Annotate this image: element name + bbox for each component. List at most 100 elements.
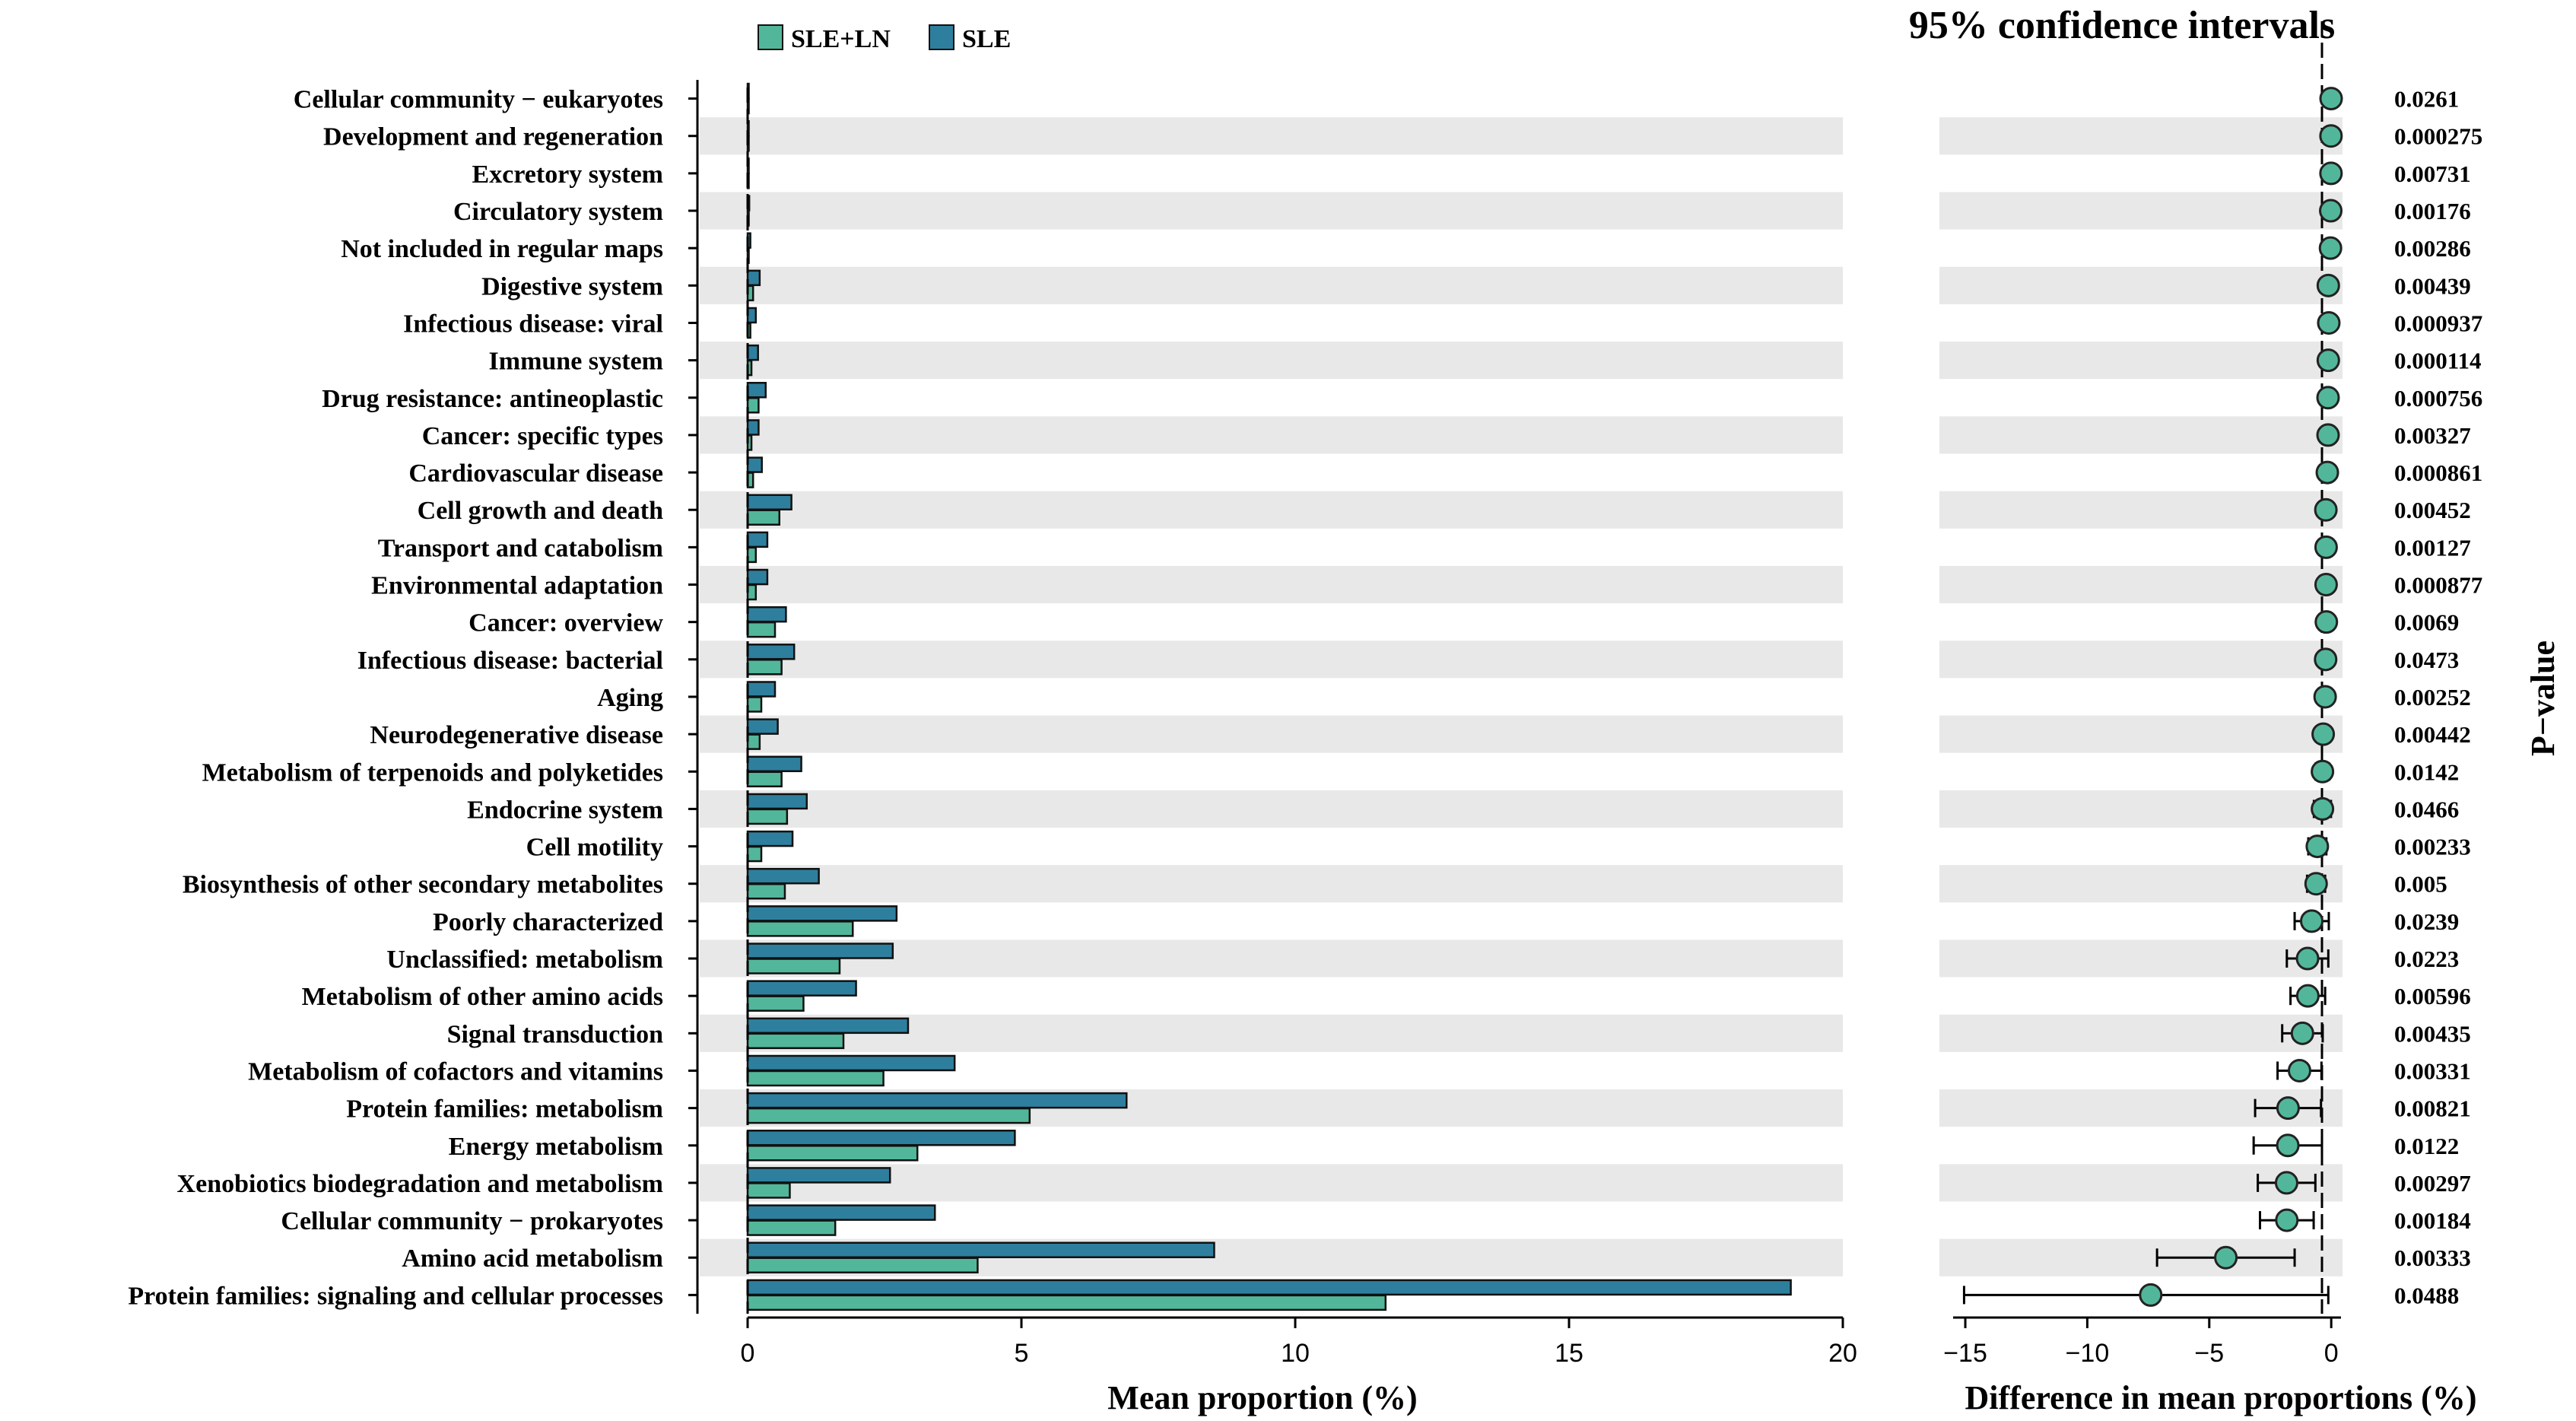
- p-value-axis-title: P−value: [2524, 641, 2562, 756]
- p-value-label: 0.0488: [2394, 1282, 2459, 1308]
- row-stripe: [700, 491, 1843, 529]
- x-tick-label: 15: [1555, 1339, 1583, 1368]
- p-value-label: 0.000756: [2394, 385, 2482, 412]
- p-value-label: 0.000861: [2394, 459, 2482, 486]
- category-label: Aging: [597, 684, 663, 712]
- row-stripe: [700, 416, 1843, 454]
- bar-sle: [746, 943, 894, 959]
- p-value-label: 0.000114: [2394, 348, 2482, 374]
- ci-point: [2318, 236, 2343, 260]
- p-value-label: 0.00286: [2394, 235, 2471, 262]
- p-value-label: 0.00327: [2394, 422, 2471, 449]
- ci-point: [2311, 759, 2335, 784]
- category-label: Biosynthesis of other secondary metaboli…: [183, 871, 663, 899]
- bar-sle-ln: [746, 1219, 837, 1236]
- ci-point: [2290, 1021, 2314, 1045]
- row-stripe: [1939, 342, 2343, 380]
- row-stripe: [1939, 491, 2343, 529]
- bar-sle: [746, 1204, 936, 1221]
- legend-label-sle: SLE: [962, 25, 1011, 53]
- p-value-label: 0.000877: [2394, 572, 2482, 599]
- bar-sle-ln: [746, 1107, 1031, 1124]
- category-label: Cancer: overview: [469, 609, 663, 637]
- bar-sle-ln: [746, 845, 763, 863]
- p-value-label: 0.0069: [2394, 609, 2459, 636]
- ci-point: [2314, 647, 2338, 672]
- p-value-label: 0.005: [2394, 871, 2447, 898]
- bar-sle-ln: [746, 995, 805, 1012]
- row-stripe: [700, 641, 1843, 679]
- bar-sle-ln: [746, 808, 789, 825]
- category-label: Circulatory system: [453, 198, 663, 226]
- bar-sle-ln: [746, 733, 761, 750]
- category-label: Not included in regular maps: [341, 235, 663, 263]
- category-label: Energy metabolism: [449, 1133, 663, 1161]
- row-stripe: [1939, 1014, 2343, 1052]
- bar-sle: [746, 681, 777, 698]
- ci-point: [2295, 946, 2320, 971]
- category-label: Infectious disease: bacterial: [357, 647, 663, 675]
- ci-point: [2319, 161, 2343, 186]
- bar-sle: [746, 1130, 1016, 1146]
- p-value-label: 0.00331: [2394, 1057, 2471, 1084]
- category-label: Metabolism of cofactors and vitamins: [248, 1057, 663, 1086]
- bar-sle-ln: [746, 621, 777, 638]
- row-stripe: [700, 342, 1843, 380]
- p-value-label: 0.0223: [2394, 946, 2459, 972]
- bar-sle-ln: [746, 583, 758, 601]
- bar-sle-ln: [746, 1032, 845, 1050]
- bar-sle-ln: [746, 696, 763, 713]
- right-x-ticks: −15 −10 −5 0: [1943, 1318, 2339, 1368]
- right-x-axis-title: Difference in mean proportions (%): [1965, 1379, 2477, 1416]
- bar-sle-ln: [746, 771, 783, 788]
- category-label: Amino acid metabolism: [402, 1245, 663, 1273]
- bar-sle: [746, 980, 857, 997]
- category-label: Cancer: specific types: [422, 422, 663, 450]
- ci-marks: [1962, 87, 2343, 1307]
- ci-point: [2311, 796, 2335, 821]
- category-label: Signal transduction: [447, 1020, 663, 1048]
- category-label: Immune system: [489, 348, 663, 376]
- bar-sle-ln: [746, 1145, 919, 1162]
- row-stripe: [700, 266, 1843, 304]
- bar-sle: [746, 793, 808, 810]
- bar-sle-ln: [746, 1070, 885, 1087]
- ci-point: [2214, 1245, 2238, 1270]
- bar-sle-ln: [746, 546, 758, 564]
- legend-label-sle-ln: SLE+LN: [791, 25, 891, 53]
- category-label: Environmental adaptation: [371, 572, 663, 600]
- p-value-label: 0.00252: [2394, 684, 2471, 710]
- ci-point: [2287, 1058, 2311, 1082]
- ci-point: [2316, 386, 2340, 410]
- row-stripe: [700, 865, 1843, 903]
- ci-point: [2305, 834, 2330, 859]
- x-tick-label: 5: [1015, 1339, 1029, 1368]
- category-label: Drug resistance: antineoplastic: [322, 385, 663, 413]
- category-label: Metabolism of other amino acids: [302, 983, 663, 1011]
- ci-point: [2315, 460, 2339, 485]
- bar-sle: [746, 344, 759, 361]
- legend-swatch-sle-ln: [758, 24, 783, 50]
- bar-sle: [746, 531, 769, 548]
- row-stripe: [700, 565, 1843, 604]
- bar-sle: [746, 1241, 1215, 1258]
- row-stripes-right: [1939, 117, 2343, 1276]
- ci-point: [2319, 87, 2343, 111]
- p-value-label: 0.00731: [2394, 161, 2471, 187]
- ci-panel-title: 95% confidence intervals: [1909, 4, 2335, 47]
- ci-point: [2311, 722, 2336, 746]
- ci-point: [2314, 535, 2338, 559]
- bar-sle-ln: [746, 882, 786, 900]
- ci-x-tick-label: −15: [1943, 1339, 1987, 1368]
- ci-point: [2276, 1133, 2300, 1158]
- ci-point: [2314, 610, 2339, 634]
- p-value-label: 0.0142: [2394, 758, 2459, 785]
- row-stripe: [1939, 865, 2343, 903]
- ci-x-tick-label: 0: [2324, 1339, 2339, 1368]
- bar-sle: [746, 1279, 1792, 1296]
- ci-point: [2274, 1171, 2298, 1195]
- p-value-label: 0.00821: [2394, 1095, 2471, 1122]
- bar-sle: [746, 1167, 891, 1184]
- p-value-label: 0.00435: [2394, 1020, 2471, 1047]
